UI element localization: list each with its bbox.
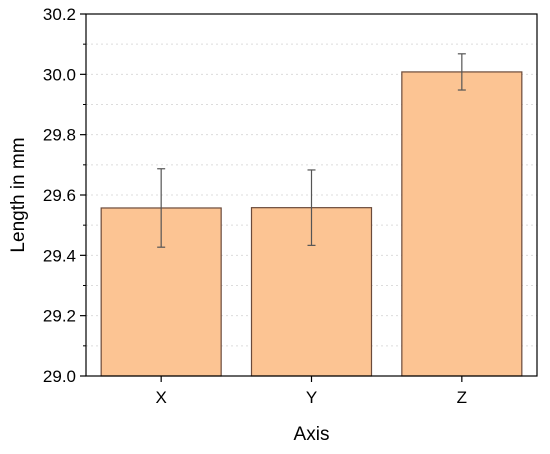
x-tick-label: X — [155, 388, 166, 407]
bars — [100, 71, 523, 377]
y-tick-label: 29.0 — [43, 367, 76, 386]
error-bar-y — [307, 169, 316, 246]
y-axis-title: Length in mm — [8, 137, 29, 252]
y-tick-label: 30.0 — [43, 65, 76, 84]
x-axis-ticks: X Y Z — [155, 376, 467, 407]
y-axis-ticks: 29.0 29.2 29.4 29.6 29.8 30.0 30.2 — [43, 5, 86, 386]
x-tick-label: Y — [306, 388, 317, 407]
error-bars — [157, 53, 466, 248]
y-tick-label: 29.6 — [43, 186, 76, 205]
y-tick-label: 29.2 — [43, 307, 76, 326]
x-tick-label: Z — [457, 388, 467, 407]
y-tick-label: 29.4 — [43, 246, 76, 265]
y-tick-label: 29.8 — [43, 126, 76, 145]
bar-z — [401, 71, 523, 377]
error-bar-x — [157, 168, 166, 248]
x-axis-title: Axis — [294, 424, 330, 445]
error-bar-z — [457, 53, 466, 91]
y-tick-label: 30.2 — [43, 5, 76, 24]
